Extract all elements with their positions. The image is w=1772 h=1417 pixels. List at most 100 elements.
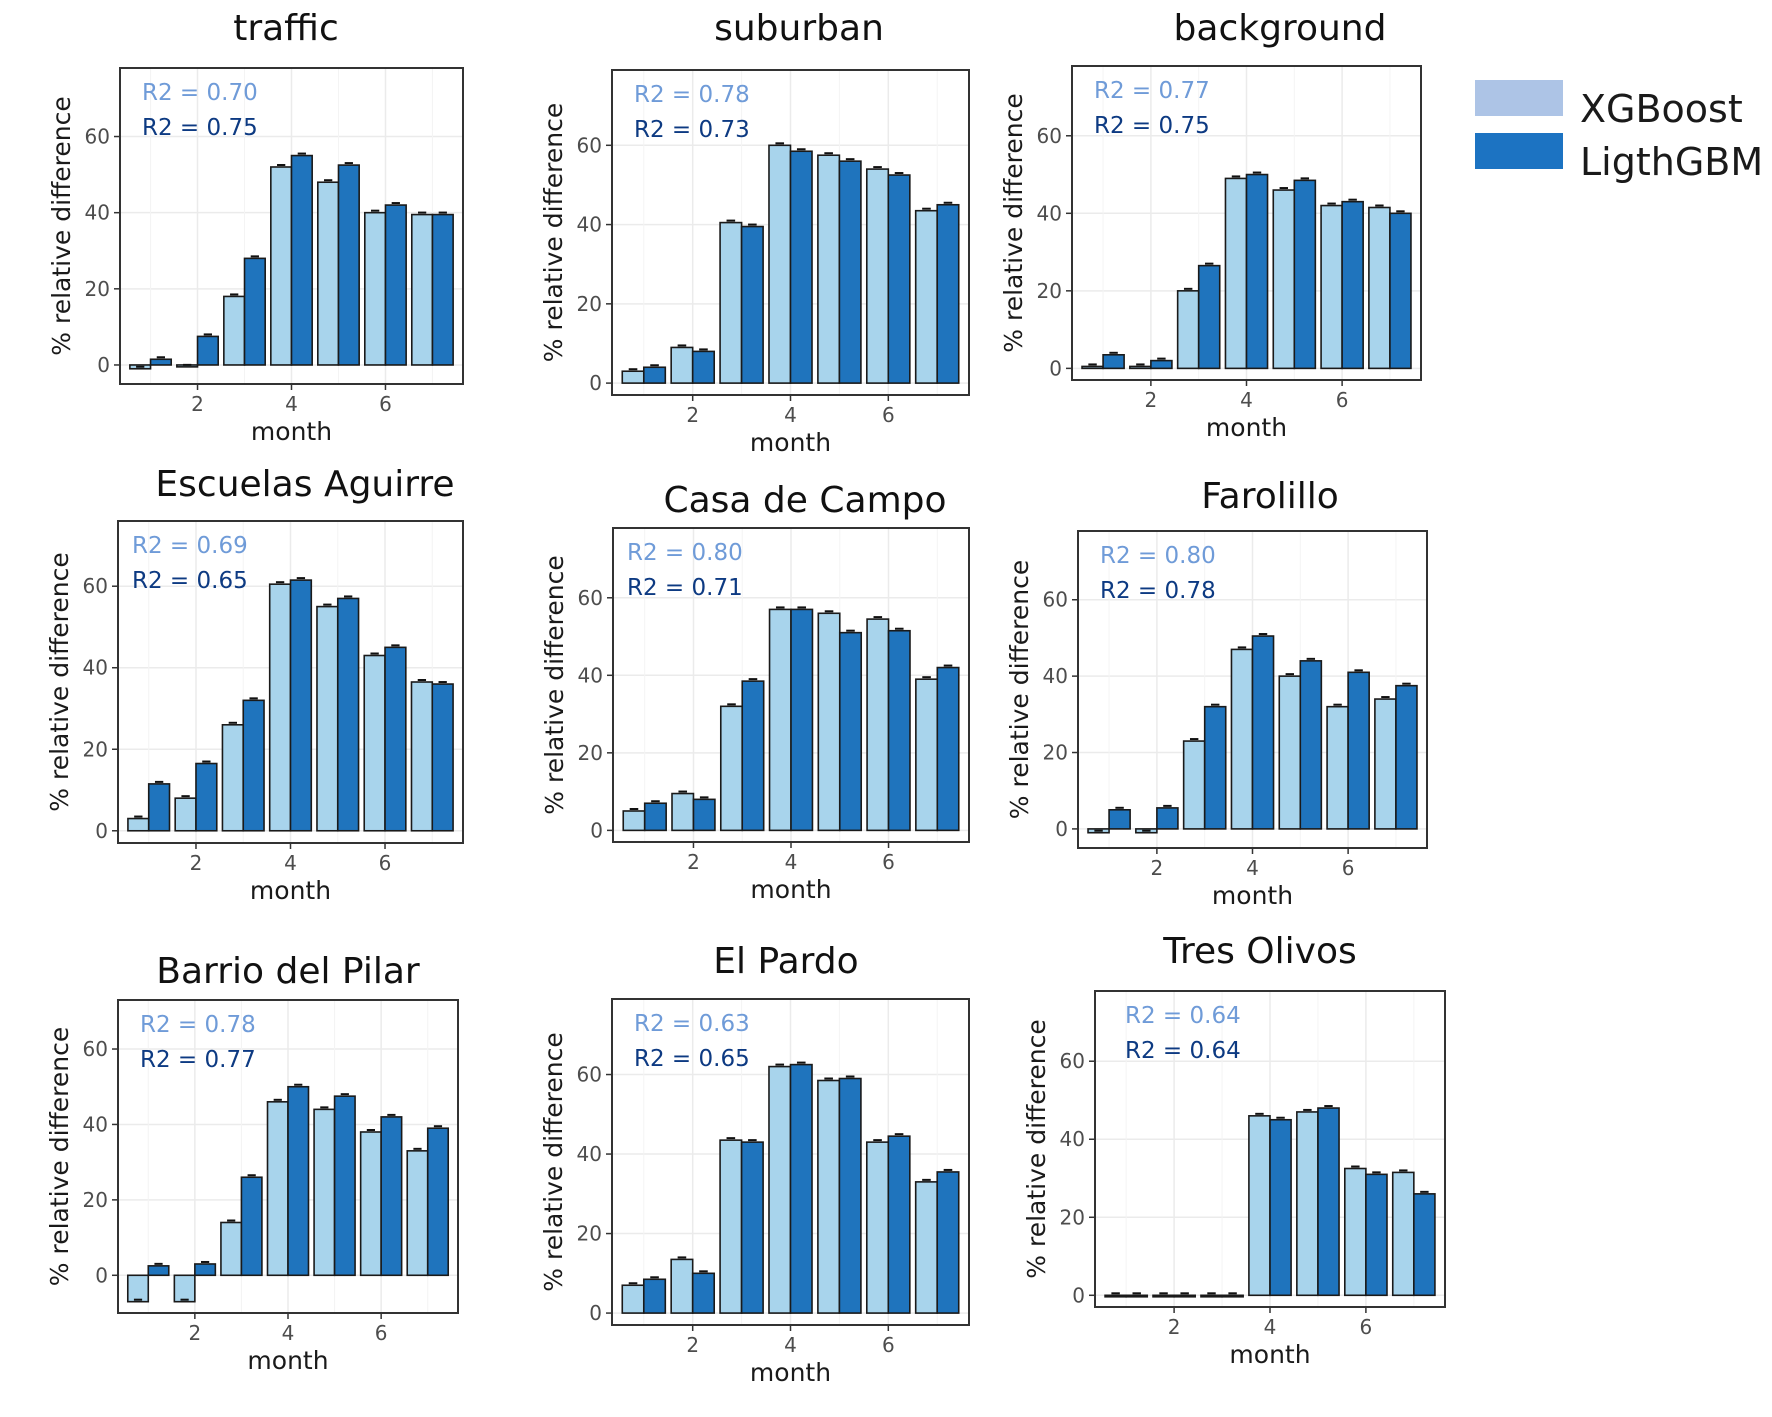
y-tick-label: 60 <box>577 133 602 157</box>
y-tick-label: 0 <box>95 1263 108 1287</box>
panel-title: Barrio del Pilar <box>156 951 420 992</box>
y-tick-label: 20 <box>1043 741 1068 765</box>
bar-xgboost <box>173 1274 196 1303</box>
bar-lightgbm <box>740 225 764 384</box>
y-axis-title: % relative difference <box>999 93 1028 352</box>
bar-xgboost <box>268 583 292 832</box>
bar-lightgbm <box>431 683 454 832</box>
bar-xgboost <box>406 1150 429 1277</box>
x-tick-label: 2 <box>686 403 699 427</box>
bar-lightgbm <box>887 1135 911 1314</box>
x-tick-label: 2 <box>1168 1315 1181 1339</box>
y-axis-title: % relative difference <box>1022 1019 1051 1278</box>
x-tick-label: 2 <box>188 1321 201 1345</box>
bar-lightgbm <box>1395 684 1418 830</box>
y-tick-label: 60 <box>577 1063 602 1087</box>
x-tick-label: 4 <box>784 1333 797 1357</box>
bar-xgboost <box>915 678 939 832</box>
bar-xgboost <box>671 792 695 832</box>
bar-lightgbm <box>194 1263 217 1277</box>
bar-xgboost <box>363 211 387 366</box>
y-tick-label: 40 <box>1037 201 1062 225</box>
bar-xgboost <box>221 723 245 832</box>
bar-lightgbm <box>290 154 313 366</box>
y-tick-label: 20 <box>85 277 110 301</box>
bar-lightgbm <box>691 1272 716 1314</box>
r2-lightgbm-label: R2 = 0.75 <box>1094 113 1210 139</box>
y-tick-label: 20 <box>577 292 602 316</box>
r2-lightgbm-label: R2 = 0.65 <box>634 1046 750 1072</box>
y-axis-title: % relative difference <box>539 103 568 362</box>
y-tick-label: 40 <box>577 213 602 237</box>
chart-panel: traffic 0 20 40 60 2 4 6 month % relative differe… <box>47 8 464 446</box>
bar-xgboost <box>817 612 841 832</box>
bar-xgboost <box>220 1221 243 1277</box>
bar-lightgbm <box>1125 1294 1149 1298</box>
bar-xgboost <box>1129 365 1152 370</box>
y-tick-label: 60 <box>83 1037 108 1061</box>
bar-xgboost <box>317 181 340 366</box>
x-axis-title: month <box>247 1346 328 1375</box>
chart-panel: El Pardo 0 20 40 60 2 4 6 month % relative differ… <box>539 941 970 1387</box>
bar-lightgbm <box>287 1085 310 1277</box>
bar-xgboost <box>1081 365 1104 370</box>
bar-lightgbm <box>692 798 716 832</box>
bar-lightgbm <box>1150 359 1173 370</box>
bar-xgboost <box>174 797 197 832</box>
panel-title: traffic <box>233 8 339 49</box>
bar-lightgbm <box>243 257 266 366</box>
bar-lightgbm <box>740 1141 764 1314</box>
y-axis-title: % relative difference <box>45 552 74 811</box>
x-tick-label: 6 <box>379 392 392 416</box>
bar-lightgbm <box>887 629 911 832</box>
bar-lightgbm <box>691 350 716 384</box>
x-tick-label: 6 <box>882 1333 895 1357</box>
bar-xgboost <box>126 1274 150 1303</box>
x-tick-label: 4 <box>285 392 298 416</box>
x-tick-label: 4 <box>282 1321 295 1345</box>
x-axis-title: month <box>1206 413 1287 442</box>
x-tick-label: 2 <box>191 392 204 416</box>
x-tick-label: 2 <box>687 850 700 874</box>
bar-xgboost <box>316 605 339 832</box>
chart-panel: Barrio del Pilar 0 20 40 60 2 4 6 month % relativ… <box>45 951 459 1375</box>
bar-lightgbm <box>380 1116 403 1277</box>
bar-xgboost <box>865 168 890 384</box>
bar-xgboost <box>363 654 386 832</box>
bar-xgboost <box>621 370 645 384</box>
x-tick-label: 6 <box>1360 1315 1373 1339</box>
chart-panel: Farolillo 0 20 40 60 2 4 6 month % relative diffe… <box>1005 476 1428 910</box>
panel-title: Farolillo <box>1201 476 1339 517</box>
y-tick-label: 0 <box>590 818 603 842</box>
r2-xgboost-label: R2 = 0.78 <box>140 1012 256 1038</box>
bar-xgboost <box>768 608 792 832</box>
x-tick-label: 6 <box>1336 388 1349 412</box>
bar-xgboost <box>1224 177 1248 370</box>
bar-lightgbm <box>642 1278 667 1314</box>
bar-xgboost <box>1374 698 1397 830</box>
x-tick-label: 4 <box>1246 856 1259 880</box>
y-tick-label: 40 <box>578 663 603 687</box>
bar-xgboost <box>1152 1294 1175 1298</box>
x-tick-label: 6 <box>379 851 392 875</box>
x-tick-label: 6 <box>882 850 895 874</box>
chart-panel: Escuelas Aguirre 0 20 40 60 2 4 6 month % relativ… <box>45 464 464 905</box>
bar-xgboost <box>313 1108 336 1277</box>
bar-xgboost <box>719 1139 743 1314</box>
bar-xgboost <box>866 618 890 832</box>
bar-xgboost <box>768 1065 792 1314</box>
bar-xgboost <box>359 1131 382 1277</box>
y-tick-label: 0 <box>1072 1283 1085 1307</box>
r2-lightgbm-label: R2 = 0.75 <box>142 115 258 141</box>
y-tick-label: 0 <box>1055 817 1068 841</box>
panel-title: Tres Olivos <box>1162 931 1356 972</box>
bar-lightgbm <box>384 204 407 366</box>
bar-lightgbm <box>336 597 360 832</box>
bar-lightgbm <box>1108 809 1131 830</box>
bar-lightgbm <box>838 631 863 832</box>
x-tick-label: 6 <box>375 1321 388 1345</box>
bar-xgboost <box>817 1079 841 1314</box>
panel-title: Escuelas Aguirre <box>155 464 454 505</box>
bar-xgboost <box>1182 740 1206 830</box>
